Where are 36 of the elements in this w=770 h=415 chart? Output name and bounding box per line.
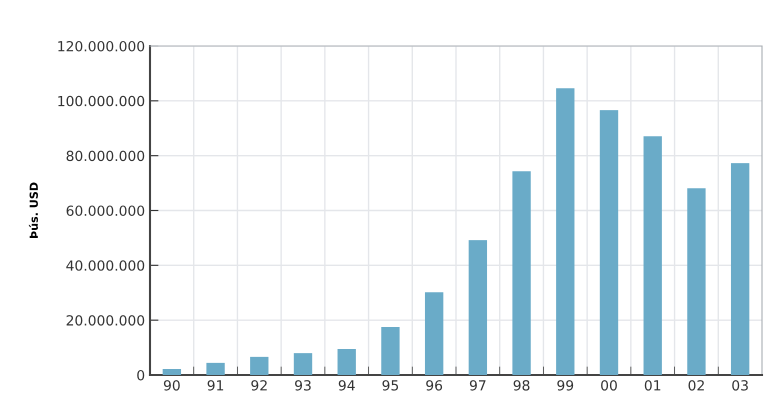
bar — [556, 88, 574, 375]
bar — [424, 292, 444, 375]
x-tick-label: 96 — [426, 380, 442, 391]
x-tick-label: 94 — [338, 380, 355, 391]
x-tick-label: 92 — [251, 380, 267, 391]
bar — [687, 188, 706, 375]
y-tick-label: 40.000.000 — [66, 260, 144, 271]
bar — [250, 356, 268, 375]
bar — [206, 362, 225, 375]
x-tick-label: 00 — [601, 380, 617, 391]
x-tick-label: 01 — [644, 380, 660, 391]
x-tick-label: 93 — [295, 380, 311, 391]
x-tick-label: 99 — [557, 380, 574, 391]
x-tick-label: 95 — [382, 380, 398, 391]
x-tick-label: 98 — [514, 380, 530, 391]
x-tick-label: 90 — [164, 380, 180, 391]
y-axis-title: Þús. USD — [28, 182, 38, 238]
y-tick-label: 100.000.000 — [58, 96, 144, 106]
x-tick-label: 03 — [732, 380, 748, 391]
y-tick-label: 0 — [137, 370, 144, 380]
bar — [381, 327, 400, 375]
bar — [338, 348, 356, 375]
y-tick-label: 60.000.000 — [66, 205, 144, 216]
bar — [512, 171, 531, 375]
y-tick-label: 20.000.000 — [66, 315, 144, 326]
bar — [294, 353, 312, 375]
x-tick-label: 97 — [470, 380, 486, 391]
bar — [162, 368, 182, 375]
y-tick-label: 120.000.000 — [58, 40, 144, 52]
bar — [730, 163, 750, 375]
x-tick-label: 91 — [208, 380, 224, 391]
x-tick-label: 02 — [688, 380, 704, 391]
bar — [600, 110, 618, 375]
y-tick-label: 80.000.000 — [66, 150, 144, 162]
bar — [644, 136, 662, 375]
bar — [468, 240, 488, 375]
